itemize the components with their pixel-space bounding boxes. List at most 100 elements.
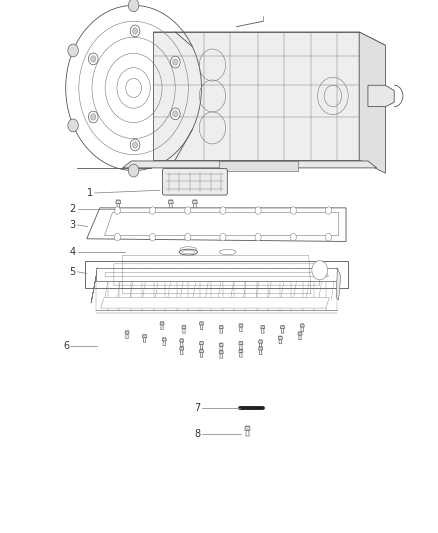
Circle shape [68,119,78,132]
Circle shape [128,164,139,177]
Circle shape [128,0,139,12]
Polygon shape [142,335,147,338]
Polygon shape [123,161,377,168]
Polygon shape [280,326,285,328]
Text: 1: 1 [87,188,93,198]
Ellipse shape [219,249,236,255]
Polygon shape [125,331,129,334]
Text: 3: 3 [70,220,76,230]
Text: 7: 7 [194,403,201,413]
Circle shape [91,56,96,62]
Circle shape [255,233,261,241]
Polygon shape [220,328,223,333]
Circle shape [170,56,180,68]
Polygon shape [279,340,282,344]
Polygon shape [200,325,203,329]
Text: 5: 5 [70,267,76,277]
Polygon shape [87,208,346,241]
Polygon shape [199,322,204,325]
Circle shape [130,139,140,151]
Circle shape [88,53,98,65]
Polygon shape [180,342,183,346]
Circle shape [325,233,332,241]
Circle shape [132,142,138,148]
Circle shape [170,108,180,120]
Circle shape [173,111,178,117]
Polygon shape [168,200,173,204]
Polygon shape [219,161,298,171]
Polygon shape [259,343,262,348]
Polygon shape [117,204,120,209]
Polygon shape [161,325,163,329]
Polygon shape [220,346,223,351]
Circle shape [220,207,226,214]
Circle shape [88,111,98,123]
Polygon shape [245,426,250,430]
Text: 4: 4 [70,247,76,257]
Polygon shape [101,297,329,308]
Polygon shape [261,328,264,333]
Circle shape [114,207,120,214]
Circle shape [220,233,226,241]
Polygon shape [85,261,348,288]
Polygon shape [239,324,243,327]
Circle shape [325,207,332,214]
Polygon shape [126,334,128,338]
Text: 2: 2 [70,204,76,214]
Polygon shape [200,353,203,357]
Polygon shape [143,338,146,342]
FancyBboxPatch shape [162,168,227,195]
Circle shape [68,44,78,57]
Polygon shape [258,340,263,343]
Text: 6: 6 [63,342,69,351]
Polygon shape [219,343,223,346]
Text: 8: 8 [194,430,201,439]
Circle shape [255,207,261,214]
Polygon shape [258,347,263,350]
Polygon shape [239,350,243,353]
Circle shape [149,207,155,214]
Polygon shape [240,353,242,357]
Polygon shape [169,204,173,209]
Polygon shape [162,338,166,341]
Polygon shape [259,350,262,354]
Circle shape [185,207,191,214]
Polygon shape [219,326,223,328]
Polygon shape [261,326,265,328]
Polygon shape [200,345,203,349]
Polygon shape [180,339,184,342]
Circle shape [290,233,297,241]
Polygon shape [180,350,183,354]
Polygon shape [300,324,304,327]
Circle shape [185,233,191,241]
Polygon shape [153,32,385,45]
Polygon shape [163,341,166,345]
Circle shape [91,114,96,120]
Polygon shape [368,85,394,107]
Circle shape [312,261,328,280]
Circle shape [290,207,297,214]
Polygon shape [359,32,385,173]
Polygon shape [281,328,284,333]
Polygon shape [194,204,196,209]
Polygon shape [160,322,164,325]
Polygon shape [116,200,121,204]
Ellipse shape [179,249,198,255]
Ellipse shape [180,247,197,252]
Polygon shape [104,212,338,235]
Circle shape [149,233,155,241]
Polygon shape [220,354,223,358]
Polygon shape [240,327,242,332]
Circle shape [130,25,140,37]
Polygon shape [183,328,185,333]
Polygon shape [219,351,223,354]
Polygon shape [153,32,359,160]
Polygon shape [336,268,341,300]
Circle shape [173,59,178,65]
Polygon shape [246,430,249,436]
Polygon shape [298,332,302,335]
Polygon shape [278,336,283,340]
Polygon shape [182,326,186,328]
Circle shape [132,28,138,34]
Polygon shape [299,335,301,340]
